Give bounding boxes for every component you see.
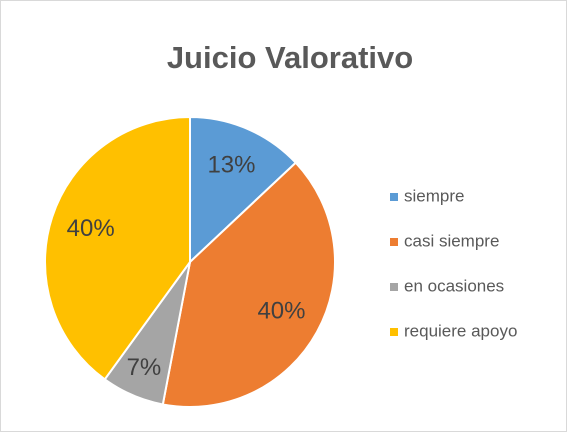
data-label: 40% <box>67 215 115 242</box>
legend-label: casi siempre <box>404 231 499 250</box>
legend-label: requiere apoyo <box>404 321 517 340</box>
legend-label: en ocasiones <box>404 276 504 295</box>
legend-swatch <box>390 328 398 336</box>
legend-label: siempre <box>404 186 464 205</box>
pie-slice <box>44 115 191 381</box>
legend-swatch <box>390 193 398 201</box>
data-label: 40% <box>257 298 305 325</box>
pie-slice <box>189 115 298 265</box>
legend-swatch <box>390 283 398 291</box>
pie-slice <box>161 161 336 408</box>
chart-title: Juicio Valorativo <box>167 40 413 75</box>
data-label: 13% <box>207 152 255 179</box>
data-label: 7% <box>127 354 162 381</box>
legend-swatch <box>390 238 398 246</box>
